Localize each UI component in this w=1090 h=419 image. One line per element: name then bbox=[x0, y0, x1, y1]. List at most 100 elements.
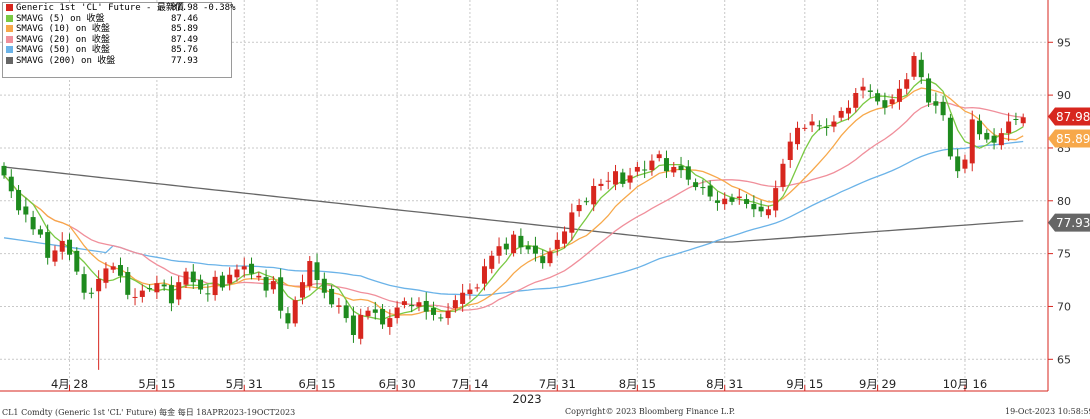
candle bbox=[540, 249, 546, 269]
chart-legend: Generic 1st 'CL' Future - 最新價 87.98 -0.38%… bbox=[2, 2, 236, 78]
candle bbox=[969, 110, 975, 172]
candle bbox=[336, 297, 342, 314]
candle bbox=[977, 114, 983, 140]
candle bbox=[74, 247, 80, 275]
candle bbox=[198, 274, 204, 295]
candle bbox=[853, 88, 859, 113]
candle bbox=[329, 285, 335, 308]
x-tick-label: 8月 31 bbox=[706, 377, 743, 391]
y-tick-label: 70 bbox=[1057, 300, 1071, 313]
candle bbox=[532, 236, 538, 262]
candle bbox=[1020, 113, 1026, 127]
candle bbox=[88, 287, 94, 299]
candle bbox=[307, 256, 313, 291]
candle bbox=[503, 237, 509, 256]
legend-value: 85.76 bbox=[171, 45, 199, 55]
candle bbox=[438, 313, 444, 322]
candle bbox=[569, 203, 575, 241]
candle bbox=[467, 283, 473, 300]
sma-50-line bbox=[3, 140, 1024, 297]
candle bbox=[321, 272, 327, 299]
last-value-label: 77.93 bbox=[1056, 216, 1090, 230]
candle bbox=[270, 276, 276, 294]
x-tick-label: 5月 31 bbox=[226, 377, 263, 391]
candle bbox=[139, 284, 145, 303]
candle bbox=[744, 194, 750, 209]
legend-swatch bbox=[6, 25, 13, 32]
candle bbox=[933, 92, 939, 114]
candle bbox=[547, 247, 553, 267]
candle bbox=[30, 210, 36, 235]
x-tick-label: 10月 16 bbox=[943, 377, 987, 391]
candle bbox=[940, 95, 946, 121]
legend-value: 87.49 bbox=[171, 34, 199, 45]
candle bbox=[110, 262, 116, 274]
legend-item: SMAVG (50) on 收盤 85.76 bbox=[3, 45, 231, 56]
candle bbox=[693, 178, 699, 191]
candle bbox=[263, 269, 269, 298]
candle bbox=[714, 191, 720, 211]
legend-label: SMAVG (20) on 收盤 bbox=[16, 34, 110, 45]
candle bbox=[605, 171, 611, 190]
footer-copyright: Copyright© 2023 Bloomberg Finance L.P. bbox=[565, 407, 735, 416]
legend-swatch bbox=[6, 56, 13, 64]
footer-source: CL1 Comdty (Generic 1st 'CL' Future) 每金 … bbox=[2, 408, 296, 417]
candle bbox=[474, 283, 480, 292]
candle bbox=[67, 233, 73, 261]
candle bbox=[496, 237, 502, 264]
candle bbox=[8, 169, 14, 199]
candle bbox=[671, 162, 677, 177]
candle bbox=[452, 295, 458, 313]
candle bbox=[481, 258, 487, 291]
candle bbox=[598, 178, 604, 191]
last-value-label: 87.98 bbox=[1056, 110, 1090, 124]
candle bbox=[824, 118, 830, 136]
candle bbox=[926, 73, 932, 107]
candle bbox=[52, 245, 58, 267]
candle bbox=[765, 205, 771, 219]
x-tick-label: 4月 28 bbox=[51, 377, 88, 391]
candle bbox=[394, 301, 400, 324]
candle bbox=[991, 128, 997, 150]
x-tick-label: 6月 30 bbox=[379, 377, 416, 391]
candle bbox=[663, 150, 669, 178]
candle bbox=[183, 267, 189, 289]
candle bbox=[962, 154, 968, 174]
y-tick-label: 80 bbox=[1057, 195, 1071, 208]
candle bbox=[831, 115, 837, 133]
y-tick-label: 95 bbox=[1057, 36, 1071, 49]
candle bbox=[460, 283, 466, 312]
x-tick-label: 6月 15 bbox=[298, 377, 335, 391]
candle bbox=[758, 200, 764, 217]
candle bbox=[678, 156, 684, 179]
candle bbox=[802, 124, 808, 132]
candle bbox=[780, 158, 786, 192]
legend-value: 77.93 bbox=[171, 55, 199, 66]
candle bbox=[620, 168, 626, 188]
y-tick-label: 75 bbox=[1057, 248, 1071, 261]
candle bbox=[896, 79, 902, 110]
candle bbox=[729, 193, 735, 206]
legend-label: SMAVG (10) on 收盤 bbox=[16, 24, 110, 34]
candle bbox=[314, 253, 320, 288]
legend-item: Generic 1st 'CL' Future - 最新價 87.98 -0.38% bbox=[3, 3, 236, 14]
candle bbox=[984, 129, 990, 143]
candle bbox=[947, 114, 953, 160]
candle bbox=[234, 264, 240, 282]
candle bbox=[634, 162, 640, 177]
candle bbox=[147, 284, 153, 292]
candle bbox=[219, 271, 225, 291]
candle bbox=[816, 120, 822, 131]
candle bbox=[562, 226, 568, 249]
candle bbox=[445, 303, 451, 325]
candle bbox=[292, 296, 298, 327]
candle bbox=[125, 267, 131, 300]
candle bbox=[889, 94, 895, 109]
last-value-tag: 77.93 bbox=[1048, 213, 1090, 232]
last-value-tag: 85.89 bbox=[1048, 129, 1090, 148]
candle bbox=[707, 180, 713, 202]
candle bbox=[955, 148, 961, 178]
candle bbox=[96, 270, 102, 370]
candle bbox=[576, 198, 582, 217]
